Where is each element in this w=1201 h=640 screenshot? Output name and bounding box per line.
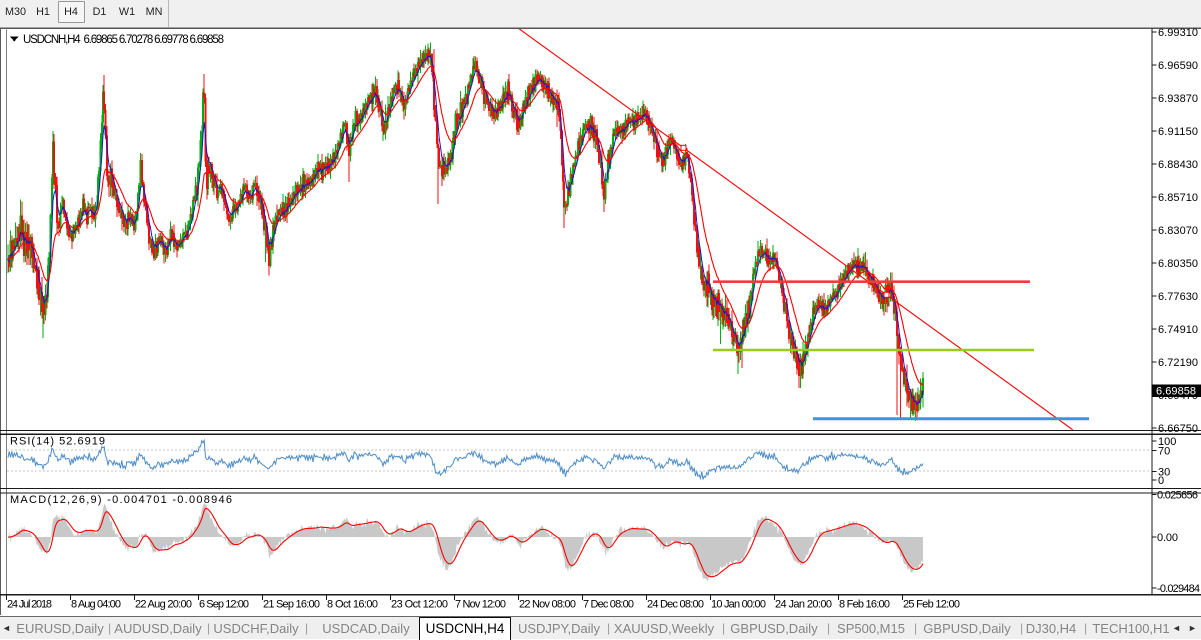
svg-text:21 Sep 16:00: 21 Sep 16:00: [263, 599, 320, 611]
svg-text:6.72190: 6.72190: [1158, 357, 1198, 369]
svg-text:100: 100: [1158, 436, 1176, 448]
svg-text:RSI(14) 52.6919: RSI(14) 52.6919: [10, 436, 105, 448]
svg-text:8 Feb 16:00: 8 Feb 16:00: [839, 599, 890, 611]
svg-text:0.00: 0.00: [1157, 532, 1178, 544]
svg-text:10 Jan 00:00: 10 Jan 00:00: [711, 599, 766, 611]
svg-text:0: 0: [1158, 475, 1164, 487]
svg-text:25 Feb 12:00: 25 Feb 12:00: [903, 599, 960, 611]
svg-text:6.93870: 6.93870: [1158, 93, 1198, 105]
svg-text:7 Dec 08:00: 7 Dec 08:00: [583, 599, 634, 611]
svg-text:USDCNH,H4 6.69865 6.70278 6.6: USDCNH,H4 6.69865 6.70278 6.69778 6.6985…: [23, 34, 224, 46]
svg-text:8 Aug 04:00: 8 Aug 04:00: [71, 599, 121, 611]
svg-text:6 Sep 12:00: 6 Sep 12:00: [199, 599, 249, 611]
svg-text:24 Dec 08:00: 24 Dec 08:00: [647, 599, 704, 611]
svg-text:6.99310: 6.99310: [1158, 27, 1198, 39]
svg-text:22 Aug 20:00: 22 Aug 20:00: [135, 599, 192, 611]
svg-text:0.025656: 0.025656: [1157, 490, 1198, 502]
svg-text:6.69858: 6.69858: [1156, 385, 1196, 397]
svg-text:30: 30: [1158, 467, 1170, 479]
svg-text:6.80350: 6.80350: [1158, 258, 1198, 270]
svg-text:MACD(12,26,9) -0.004701 -0.008: MACD(12,26,9) -0.004701 -0.008946: [10, 494, 232, 506]
svg-text:23 Oct 12:00: 23 Oct 12:00: [391, 599, 448, 611]
svg-text:6.91150: 6.91150: [1158, 126, 1198, 138]
svg-text:7 Nov 12:00: 7 Nov 12:00: [455, 599, 506, 611]
svg-text:6.77630: 6.77630: [1158, 291, 1198, 303]
svg-text:70: 70: [1158, 446, 1170, 458]
svg-text:6.74910: 6.74910: [1158, 324, 1198, 336]
svg-text:8 Oct 16:00: 8 Oct 16:00: [327, 599, 378, 611]
svg-text:6.83070: 6.83070: [1158, 225, 1198, 237]
svg-text:6.96590: 6.96590: [1158, 60, 1198, 72]
svg-text:6.88430: 6.88430: [1158, 159, 1198, 171]
svg-text:6.85710: 6.85710: [1158, 192, 1198, 204]
svg-text:22 Nov 08:00: 22 Nov 08:00: [519, 599, 576, 611]
svg-text:24 Jul 2018: 24 Jul 2018: [7, 599, 52, 611]
svg-text:-0.029484: -0.029484: [1157, 583, 1200, 595]
svg-text:24 Jan 20:00: 24 Jan 20:00: [775, 599, 832, 611]
svg-text:6.66750: 6.66750: [1158, 423, 1198, 435]
